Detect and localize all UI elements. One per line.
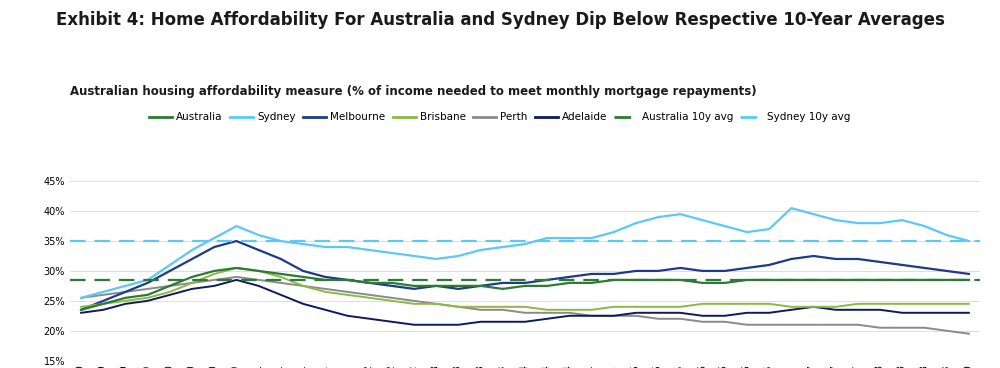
Text: Australian housing affordability measure (% of income needed to meet monthly mor: Australian housing affordability measure… [70, 85, 757, 98]
Text: Exhibit 4: Home Affordability For Australia and Sydney Dip Below Respective 10-Y: Exhibit 4: Home Affordability For Austra… [56, 11, 944, 29]
Legend: Australia, Sydney, Melbourne, Brisbane, Perth, Adelaide, Australia 10y avg, Sydn: Australia, Sydney, Melbourne, Brisbane, … [145, 108, 855, 127]
